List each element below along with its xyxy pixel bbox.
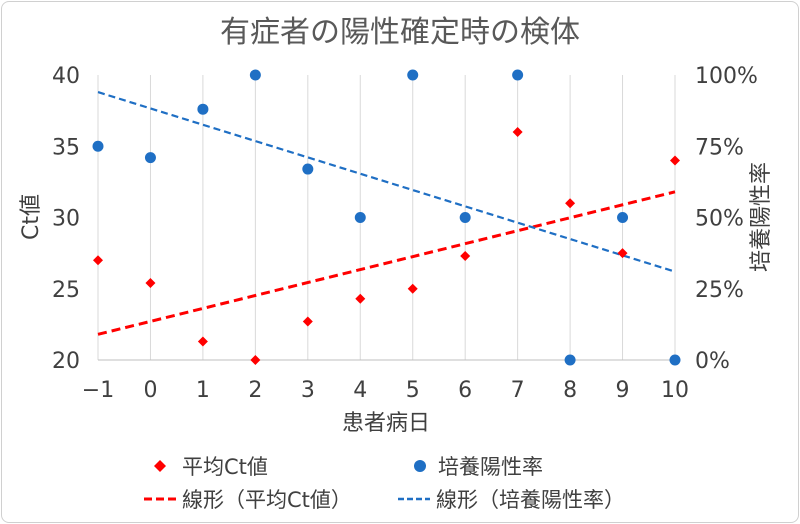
- y-right-tick-labels: 0% 25% 50% 75% 100%: [695, 64, 758, 374]
- legend-ct-marker: [154, 460, 166, 472]
- ct-point: [302, 316, 313, 327]
- x-tick-label: 1: [196, 378, 210, 403]
- ct-point: [145, 278, 156, 289]
- x-tick-label: 10: [661, 378, 689, 403]
- ct-point: [197, 336, 208, 347]
- y-right-tick-label: 25%: [695, 278, 744, 303]
- y-left-axis-label: Ct値: [19, 194, 44, 240]
- x-tick-label: −1: [82, 378, 114, 403]
- y-right-axis-label: 培養陽性率: [749, 162, 774, 272]
- rate-points: [92, 69, 681, 366]
- y-left-tick-label: 35: [52, 135, 80, 160]
- ct-point: [512, 127, 523, 137]
- ct-point: [460, 250, 471, 261]
- rate-trendline: [97, 91, 676, 273]
- x-tick-label: 5: [406, 378, 420, 403]
- rate-point: [197, 103, 209, 115]
- x-tick-label: 3: [301, 378, 315, 403]
- rate-point: [512, 69, 524, 81]
- legend: 平均Ct値 培養陽性率 線形（平均Ct値） 線形（培養陽性率）: [144, 455, 625, 512]
- ct-point: [355, 293, 366, 304]
- legend-ct-label: 平均Ct値: [182, 455, 268, 479]
- y-right-tick-label: 75%: [695, 135, 744, 160]
- x-tick-label: 2: [248, 378, 262, 403]
- x-tick-label: 4: [353, 378, 367, 403]
- y-left-tick-label: 25: [52, 278, 80, 303]
- y-left-tick-label: 40: [52, 64, 80, 89]
- rate-point: [617, 212, 629, 223]
- y-right-tick-label: 0%: [695, 349, 730, 374]
- y-right-tick-label: 100%: [695, 64, 758, 89]
- ct-point: [617, 248, 628, 259]
- rate-point: [669, 354, 681, 366]
- y-right-tick-label: 50%: [695, 207, 744, 232]
- rate-point: [144, 152, 156, 164]
- y-left-tick-labels: 20 25 30 35 40: [52, 64, 80, 374]
- rate-point: [407, 69, 419, 81]
- x-tick-label: 9: [616, 378, 630, 403]
- y-left-tick-label: 30: [52, 207, 80, 232]
- x-axis-label: 患者病日: [342, 411, 430, 436]
- trendlines: [97, 91, 676, 336]
- rate-point: [564, 354, 576, 366]
- x-tick-labels: −1 0 1 2 3 4 5 6 7 8 9 10: [82, 378, 689, 403]
- ct-point: [407, 283, 418, 294]
- ct-point: [93, 255, 103, 266]
- x-tick-label: 8: [563, 378, 577, 403]
- ct-point: [670, 155, 680, 166]
- ct-point: [565, 198, 576, 209]
- ct-trendline: [97, 190, 676, 336]
- chart-title: 有症者の陽性確定時の検体: [220, 15, 580, 50]
- ct-point: [250, 355, 261, 365]
- rate-point: [459, 212, 471, 223]
- x-tick-label: 7: [511, 378, 525, 403]
- legend-ct-trend-label: 線形（平均Ct値）: [182, 488, 352, 512]
- ct-points: [93, 127, 680, 365]
- y-left-tick-label: 20: [52, 349, 80, 374]
- rate-point: [354, 212, 366, 223]
- legend-rate-label: 培養陽性率: [438, 455, 543, 479]
- x-tick-label: 6: [458, 378, 472, 403]
- rate-point: [249, 69, 261, 81]
- grid: [97, 75, 676, 361]
- rate-point: [92, 140, 104, 152]
- rate-point: [302, 163, 314, 175]
- x-tick-label: 0: [143, 378, 157, 403]
- legend-rate-marker: [414, 460, 426, 472]
- legend-rate-trend-label: 線形（培養陽性率）: [436, 488, 625, 512]
